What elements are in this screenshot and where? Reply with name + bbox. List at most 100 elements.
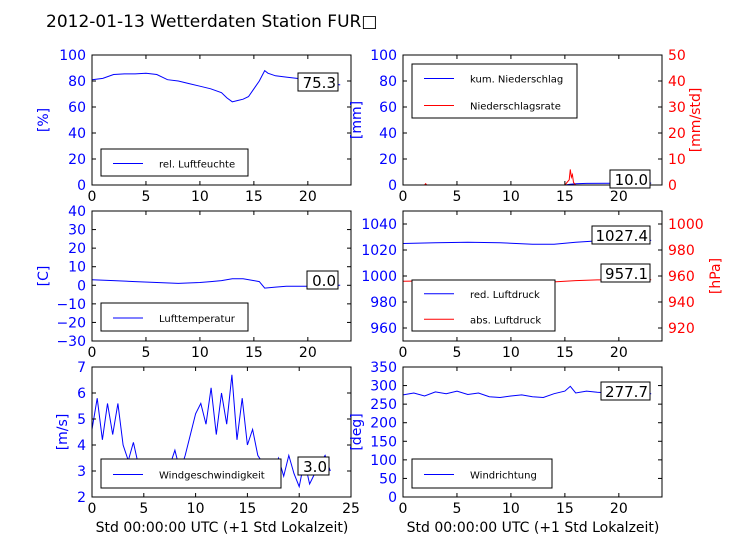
value-label-box-precip xyxy=(609,169,651,189)
y-tick-label-precip: 40 xyxy=(379,126,397,142)
y-tick-label-temperature: 10 xyxy=(68,260,86,276)
x-tick-label-humidity: 10 xyxy=(191,189,209,205)
y-tick-label-humidity: 40 xyxy=(68,126,86,142)
legend-windspeed: Windgeschwindigkeit xyxy=(100,458,282,489)
y-axis-label-humidity: [%] xyxy=(36,108,52,132)
figure-title: 2012-01-13 Wetterdaten Station FUR□ xyxy=(46,12,377,32)
x-tick-label-humidity: 5 xyxy=(141,189,150,205)
legend-box-precip xyxy=(411,63,578,119)
x-axis-label-left: Std 00:00:00 UTC (+1 Std Lokalzeit) xyxy=(96,520,349,536)
x-tick-label-pressure: 10 xyxy=(502,345,520,361)
x-tick-label-winddir: 10 xyxy=(502,501,520,517)
y-tick-label-precip: 80 xyxy=(379,74,397,90)
legend-label-precip: kum. Niederschlag xyxy=(470,75,563,86)
x-tick-label-precip: 0 xyxy=(399,189,408,205)
panel-precip: 0 5 10 15 20 0 20 40 60 80 100 0 10 20 30 40 50 [mm] [mm/s… xyxy=(349,48,704,205)
panel-pressure: 0 5 10 15 20 960 980 1000 1020 1040 920 940 960 980 10… xyxy=(361,210,724,361)
legend-label-precip: Niederschlagsrate xyxy=(470,102,561,113)
value-label-winddir: 277.7 xyxy=(605,383,648,401)
y-tick-label-precip: 0 xyxy=(388,178,397,194)
value-label-box-humidity xyxy=(297,72,339,92)
value-label-box-windspeed xyxy=(297,456,330,476)
y-tick-label-precip: 60 xyxy=(379,100,397,116)
y-axis-label-precip: [mm] xyxy=(349,101,365,139)
legend-label-pressure: abs. Luftdruck xyxy=(470,315,541,326)
legend-label-windspeed: Windgeschwindigkeit xyxy=(159,471,265,482)
y-tick-label-winddir: 150 xyxy=(370,434,397,450)
y-tick-right-label-precip: 40 xyxy=(668,74,686,90)
value-label-windspeed: 3.0 xyxy=(303,458,327,476)
legend-pressure: red. Luftdruck abs. Luftdruck xyxy=(411,279,556,332)
x-tick-label-windspeed: 5 xyxy=(139,501,148,517)
y-tick-label-windspeed: 5 xyxy=(77,412,86,428)
legend-temperature: Lufttemperatur xyxy=(100,302,249,332)
y-tick-label-temperature: 0 xyxy=(77,278,86,294)
y-tick-label-winddir: 350 xyxy=(370,360,397,376)
value-label-temperature: 0.0 xyxy=(312,272,336,290)
y-tick-label-winddir: 200 xyxy=(370,416,397,432)
x-tick-label-winddir: 0 xyxy=(399,501,408,517)
legend-humidity: rel. Luftfeuchte xyxy=(100,148,249,177)
y-tick-right-label-precip: 0 xyxy=(668,178,677,194)
panel-windspeed: 0 5 10 15 20 25 2 3 4 5 6 7 [m/s] Windgeschwindigkeit… xyxy=(55,360,360,517)
y-tick-label-humidity: 100 xyxy=(59,48,86,64)
x-tick-label-winddir: 5 xyxy=(452,501,461,517)
legend-label-temperature: Lufttemperatur xyxy=(159,314,236,325)
x-tick-label-winddir: 20 xyxy=(610,501,628,517)
x-tick-label-precip: 5 xyxy=(452,189,461,205)
series-line-humidity-0 xyxy=(92,69,341,103)
value-label-humidity: 75.3 xyxy=(303,74,336,92)
y-tick-label-temperature: 20 xyxy=(68,241,86,257)
y-tick-label-humidity: 80 xyxy=(68,74,86,90)
y-tick-right-label-precip: 30 xyxy=(668,100,686,116)
y-tick-label-humidity: 60 xyxy=(68,100,86,116)
legend-box-temperature xyxy=(100,302,249,332)
legend-winddir: Windrichtung xyxy=(411,458,553,489)
x-tick-label-windspeed: 25 xyxy=(342,501,360,517)
x-tick-label-pressure: 5 xyxy=(452,345,461,361)
y-tick-label-winddir: 250 xyxy=(370,397,397,413)
x-tick-label-temperature: 20 xyxy=(299,345,317,361)
x-tick-label-humidity: 20 xyxy=(299,189,317,205)
y-axis-label-winddir: [deg] xyxy=(349,413,365,450)
plot-frame-humidity xyxy=(91,54,352,186)
y-tick-label-temperature: −20 xyxy=(56,315,86,331)
y-tick-right-label-pressure: 920 xyxy=(668,321,695,337)
legend-precip: kum. Niederschlag Niederschlagsrate xyxy=(411,63,578,119)
y-tick-right-label-precip: 20 xyxy=(668,126,686,142)
y-tick-label-temperature: −30 xyxy=(56,334,86,350)
value-label-box-temperature xyxy=(306,270,339,290)
y-tick-label-temperature: 40 xyxy=(68,204,86,220)
y-tick-label-pressure: 1020 xyxy=(361,243,397,259)
plot-frame-winddir xyxy=(402,366,663,498)
y-tick-label-temperature: −10 xyxy=(56,297,86,313)
value-label-pressure: 1027.4 xyxy=(596,227,649,245)
x-tick-label-winddir: 15 xyxy=(556,501,574,517)
plot-frame-precip xyxy=(402,54,663,186)
y-tick-right-label-precip: 10 xyxy=(668,152,686,168)
x-tick-label-precip: 15 xyxy=(556,189,574,205)
x-tick-label-temperature: 15 xyxy=(245,345,263,361)
x-tick-label-windspeed: 0 xyxy=(88,501,97,517)
series-line-windspeed-0 xyxy=(92,374,331,489)
y-tick-label-windspeed: 4 xyxy=(77,438,86,454)
x-tick-label-windspeed: 20 xyxy=(290,501,308,517)
plot-frame-temperature xyxy=(91,210,352,342)
y-tick-label-winddir: 50 xyxy=(379,471,397,487)
value-label-pressure: 957.1 xyxy=(605,265,648,283)
x-tick-label-pressure: 0 xyxy=(399,345,408,361)
x-tick-label-windspeed: 15 xyxy=(238,501,256,517)
value-label-box-winddir xyxy=(600,381,651,401)
legend-label-pressure: red. Luftdruck xyxy=(470,290,540,301)
y-tick-label-winddir: 100 xyxy=(370,453,397,469)
series-line-precip-0 xyxy=(403,182,652,185)
x-tick-label-humidity: 0 xyxy=(88,189,97,205)
series-line-temperature-0 xyxy=(92,278,341,289)
value-label-precip: 10.0 xyxy=(615,171,648,189)
x-tick-label-pressure: 20 xyxy=(610,345,628,361)
value-label-box-pressure xyxy=(591,225,651,245)
x-tick-label-precip: 20 xyxy=(610,189,628,205)
panel-humidity: 0 5 10 15 20 0 20 40 60 80 100 [%] rel. Luftfeuchte 7… xyxy=(36,48,352,205)
x-tick-label-temperature: 5 xyxy=(141,345,150,361)
